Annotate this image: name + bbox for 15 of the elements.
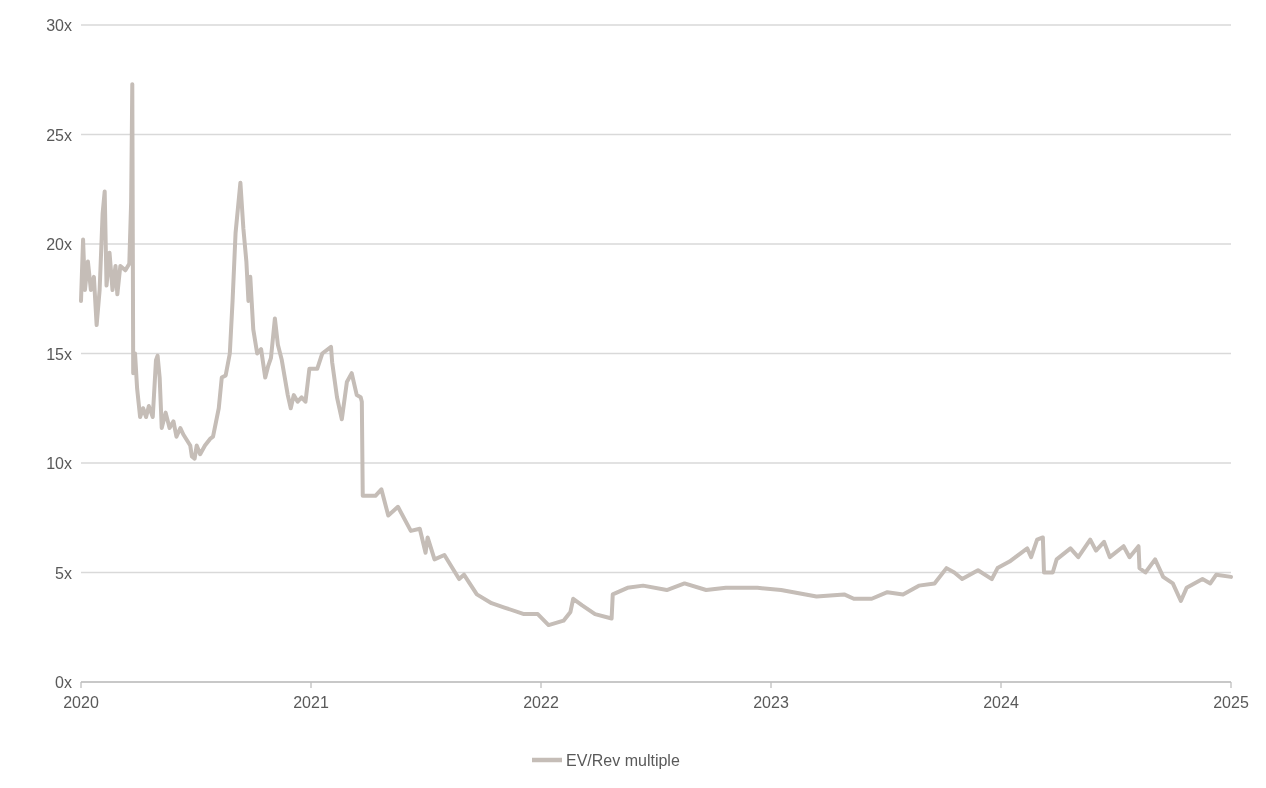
y-tick-label: 30x bbox=[46, 17, 72, 34]
x-tick-label: 2024 bbox=[983, 694, 1019, 711]
x-tick-label: 2020 bbox=[63, 694, 99, 711]
y-tick-label: 10x bbox=[46, 455, 72, 472]
legend-label: EV/Rev multiple bbox=[566, 752, 680, 769]
line-series bbox=[79, 82, 1233, 628]
x-tick-label: 2023 bbox=[753, 694, 789, 711]
y-tick-label: 25x bbox=[46, 126, 72, 144]
y-tick-label: 5x bbox=[55, 564, 72, 582]
y-tick-label: 0x bbox=[55, 674, 72, 691]
x-tick-label: 2022 bbox=[523, 694, 559, 711]
x-tick-label: 2025 bbox=[1213, 694, 1249, 711]
y-tick-label: 20x bbox=[46, 236, 72, 253]
x-tick-label: 2021 bbox=[293, 694, 329, 711]
y-tick-label: 15x bbox=[46, 345, 72, 363]
